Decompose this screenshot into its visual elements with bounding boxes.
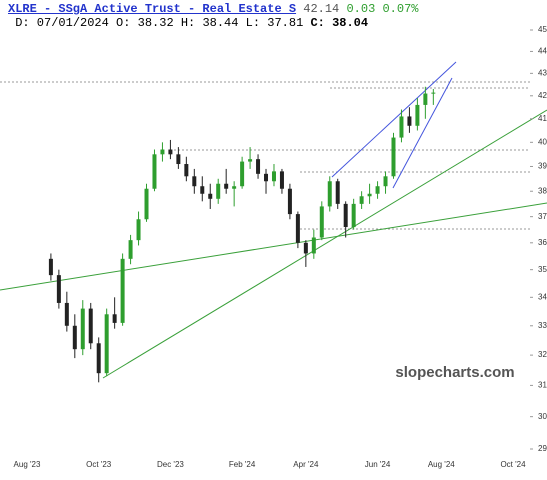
candle-body bbox=[240, 161, 245, 187]
candle-body bbox=[136, 219, 141, 241]
candle-body bbox=[343, 203, 348, 228]
y-tick-label: 31 bbox=[538, 381, 547, 390]
x-tick-label: Oct '24 bbox=[500, 460, 526, 469]
candle-body bbox=[256, 159, 261, 174]
y-tick-label: 36 bbox=[538, 238, 547, 247]
candle-body bbox=[271, 171, 276, 182]
x-tick-label: Dec '23 bbox=[157, 460, 184, 469]
candle-body bbox=[264, 173, 269, 182]
candle-body bbox=[128, 240, 133, 259]
candle-body bbox=[184, 164, 189, 177]
x-tick-label: Aug '23 bbox=[14, 460, 41, 469]
candle-body bbox=[192, 176, 197, 187]
candle-body bbox=[120, 258, 125, 323]
candle-body bbox=[168, 149, 173, 155]
candle-body bbox=[279, 171, 284, 189]
candle-body bbox=[431, 92, 436, 94]
y-tick-label: 29 bbox=[538, 444, 547, 453]
watermark: slopecharts.com bbox=[395, 364, 514, 381]
candle-body bbox=[216, 183, 221, 199]
x-tick-label: Jun '24 bbox=[365, 460, 391, 469]
y-tick-label: 41 bbox=[538, 114, 547, 123]
close: C: 38.04 bbox=[310, 16, 369, 30]
candle-body bbox=[96, 343, 101, 374]
candle-body bbox=[88, 308, 93, 344]
y-tick-label: 34 bbox=[538, 292, 547, 301]
candle-body bbox=[391, 137, 396, 177]
y-tick-label: 42 bbox=[538, 91, 547, 100]
candle-body bbox=[375, 186, 380, 194]
candle-body bbox=[351, 203, 356, 228]
y-tick-label: 37 bbox=[538, 212, 547, 221]
candle-body bbox=[208, 193, 213, 199]
candle-body bbox=[48, 258, 53, 276]
candle-body bbox=[415, 104, 420, 126]
y-tick-label: 35 bbox=[538, 265, 547, 274]
low: L: 37.81 bbox=[245, 16, 304, 30]
candle-body bbox=[311, 237, 316, 254]
y-tick-label: 38 bbox=[538, 186, 547, 195]
candle-body bbox=[160, 149, 165, 155]
candle-body bbox=[104, 314, 109, 374]
header-line: XLRE - SSgA Active Trust - Real Estate S… bbox=[8, 2, 419, 16]
candle-body bbox=[359, 196, 364, 204]
y-tick-label: 44 bbox=[538, 47, 547, 56]
candle-body bbox=[303, 242, 308, 254]
channel-line bbox=[392, 77, 453, 189]
header-line: D: 07/01/2024 O: 38.32 H: 38.44 L: 37.81… bbox=[8, 16, 419, 30]
candle-body bbox=[176, 154, 181, 165]
change: 0.03 bbox=[346, 2, 376, 16]
candle-body bbox=[423, 93, 428, 105]
high: H: 38.44 bbox=[180, 16, 239, 30]
candle-body bbox=[72, 325, 77, 350]
header: XLRE - SSgA Active Trust - Real Estate S… bbox=[8, 2, 419, 30]
annotations bbox=[0, 61, 547, 379]
candle-body bbox=[56, 275, 61, 303]
open: O: 38.32 bbox=[116, 16, 174, 30]
trend-line bbox=[102, 109, 547, 379]
last-price: 42.14 bbox=[303, 2, 340, 16]
candle-body bbox=[200, 186, 205, 194]
candle-body bbox=[112, 314, 117, 323]
candle-body bbox=[319, 206, 324, 238]
candle-body bbox=[144, 188, 149, 220]
candle-body bbox=[407, 116, 412, 126]
y-tick-label: 30 bbox=[538, 412, 547, 421]
y-tick-label: 32 bbox=[538, 350, 547, 359]
y-tick-label: 40 bbox=[538, 137, 547, 146]
candle-body bbox=[287, 188, 292, 215]
candle-body bbox=[224, 183, 229, 189]
candle-body bbox=[399, 116, 404, 138]
change-pct: 0.07% bbox=[382, 2, 419, 16]
y-tick-label: 45 bbox=[538, 25, 547, 34]
candle-body bbox=[367, 193, 372, 197]
candle-body bbox=[335, 181, 340, 204]
y-tick-label: 43 bbox=[538, 68, 547, 77]
candle-body bbox=[295, 214, 300, 243]
candle-body bbox=[64, 302, 69, 326]
channel-line bbox=[331, 61, 457, 178]
x-tick-label: Oct '23 bbox=[86, 460, 112, 469]
candle-body bbox=[248, 159, 253, 162]
x-tick-label: Feb '24 bbox=[229, 460, 256, 469]
y-tick-label: 39 bbox=[538, 162, 547, 171]
x-tick-label: Apr '24 bbox=[293, 460, 319, 469]
candle-body bbox=[383, 176, 388, 187]
ticker-title: XLRE - SSgA Active Trust - Real Estate S bbox=[8, 2, 297, 16]
y-tick-label: 33 bbox=[538, 321, 547, 330]
candle-body bbox=[152, 154, 157, 189]
trend-line bbox=[0, 202, 547, 291]
candle-body bbox=[80, 308, 85, 350]
candle-body bbox=[327, 181, 332, 207]
candle-body bbox=[232, 186, 237, 189]
x-tick-label: Aug '24 bbox=[428, 460, 455, 469]
date: D: 07/01/2024 bbox=[15, 16, 109, 30]
